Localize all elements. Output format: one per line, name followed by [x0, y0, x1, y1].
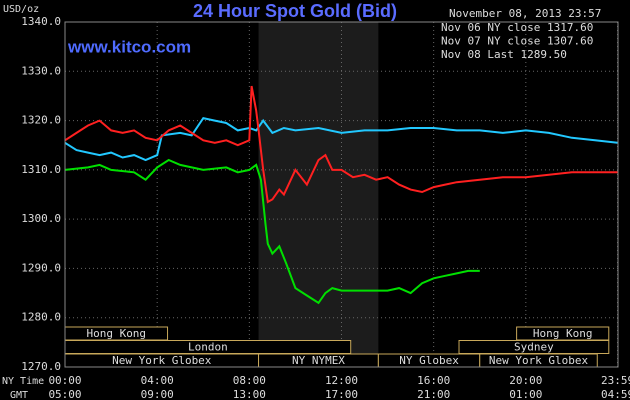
x2-tick-label: 05:00 [48, 388, 81, 400]
series-line [64, 85, 618, 204]
session-label: NY NYMEX [292, 354, 345, 367]
y-axis-label: USD/oz [3, 4, 39, 15]
chart-title: 24 Hour Spot Gold (Bid) [193, 1, 397, 21]
series-line [64, 158, 480, 305]
x-tick-label: 08:00 [233, 374, 266, 387]
y-tick-label: 1300.0 [21, 212, 61, 225]
x-axis-label: NY Time [2, 376, 44, 387]
x-tick-label: 23:59 [601, 374, 630, 387]
session-label: New York Globex [489, 354, 589, 367]
session-label: New York Globex [112, 354, 212, 367]
x-tick-label: 16:00 [417, 374, 450, 387]
y-tick-label: 1340.0 [21, 15, 61, 28]
x-tick-label: 20:00 [509, 374, 542, 387]
session-shade [258, 22, 379, 367]
legend-entry: Nov 06 NY close 1317.60 [441, 21, 593, 34]
x2-tick-label: 04:59 [601, 388, 630, 400]
x2-axis-label: GMT [10, 390, 28, 400]
x2-tick-label: 09:00 [141, 388, 174, 400]
x2-tick-label: 01:00 [509, 388, 542, 400]
y-tick-label: 1290.0 [21, 261, 61, 274]
x2-tick-label: 21:00 [417, 388, 450, 400]
session-label: London [188, 341, 228, 354]
x-tick-label: 00:00 [48, 374, 81, 387]
y-tick-label: 1320.0 [21, 114, 61, 127]
session-label: Sydney [514, 341, 554, 354]
y-tick-label: 1270.0 [21, 360, 61, 373]
x2-tick-label: 13:00 [233, 388, 266, 400]
subtitle: November 08, 2013 23:57 [449, 7, 601, 20]
session-label: NY Globex [399, 354, 459, 367]
session-label: Hong Kong [533, 327, 593, 340]
legend-entry: Nov 07 NY close 1307.60 [441, 35, 593, 48]
y-tick-label: 1310.0 [21, 163, 61, 176]
y-tick-label: 1330.0 [21, 64, 61, 77]
legend-entry: Nov 08 Last 1289.50 [441, 48, 567, 61]
session-label: Hong Kong [86, 327, 146, 340]
x-tick-label: 04:00 [141, 374, 174, 387]
plot-frame [64, 21, 619, 368]
watermark: www.kitco.com [67, 37, 191, 56]
x-tick-label: 12:00 [325, 374, 358, 387]
x2-tick-label: 17:00 [325, 388, 358, 400]
y-tick-label: 1280.0 [21, 311, 61, 324]
series-line [64, 116, 618, 162]
